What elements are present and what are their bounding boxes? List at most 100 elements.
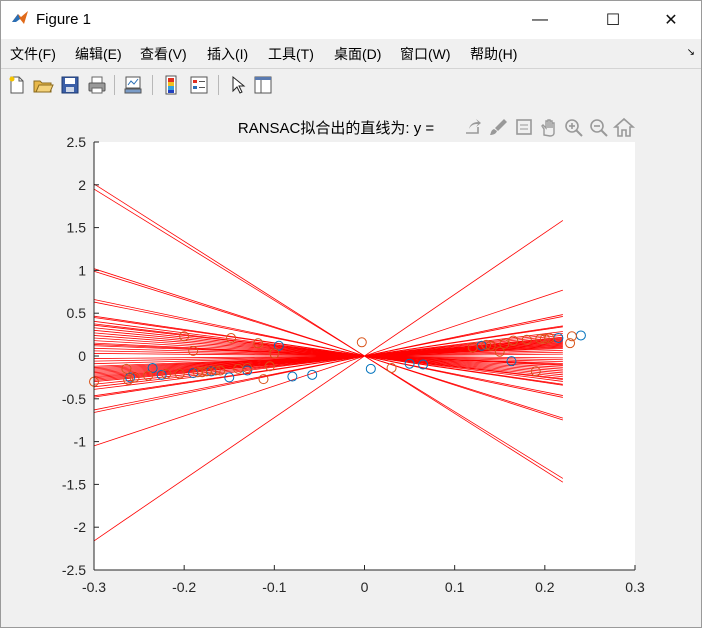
point-orange [494, 346, 505, 357]
y-tick-label: -2.5 [62, 562, 86, 578]
point-orange [539, 333, 550, 344]
y-tick-label: 0.5 [67, 305, 87, 321]
point-orange [544, 333, 555, 344]
x-tick-label: 0 [361, 579, 369, 595]
toolbar-separator [114, 75, 115, 95]
point-orange [226, 333, 237, 344]
fit-line [93, 353, 563, 359]
point-orange [566, 331, 577, 342]
point-orange [121, 363, 132, 374]
menu-view[interactable]: 查看(V) [140, 46, 187, 62]
maximize-button[interactable]: ☐ [590, 1, 636, 39]
point-orange [253, 338, 264, 349]
menu-tools[interactable]: 工具(T) [268, 46, 314, 62]
point-orange [123, 374, 134, 385]
data-tips-icon[interactable] [516, 119, 532, 135]
pan-icon[interactable] [541, 119, 555, 137]
minimize-icon: — [532, 11, 548, 28]
point-orange [143, 370, 154, 381]
fit-line [93, 299, 563, 398]
point-orange [481, 339, 492, 350]
menu-desktop[interactable]: 桌面(D) [334, 46, 382, 62]
fit-line [93, 188, 564, 479]
point-orange [499, 339, 510, 350]
point-orange [179, 331, 190, 342]
y-tick-label: 1 [78, 262, 86, 278]
point-blue [273, 340, 284, 351]
toolbar [1, 68, 701, 102]
data-points [89, 330, 586, 387]
axes-toolbar [466, 117, 636, 137]
minimize-button[interactable]: — [517, 1, 563, 39]
x-tick-label: 0.3 [625, 579, 645, 595]
fit-line [93, 270, 563, 419]
fit-line [93, 220, 564, 542]
point-orange [188, 345, 199, 356]
x-tick-label: -0.1 [262, 579, 286, 595]
point-orange [565, 338, 576, 349]
point-orange [258, 374, 269, 385]
point-orange [356, 337, 367, 348]
point-blue [147, 362, 158, 373]
insert-legend-icon[interactable] [188, 74, 210, 96]
x-tick-label: 0.1 [445, 579, 465, 595]
y-tick-label: -1 [74, 434, 87, 450]
point-orange [386, 362, 397, 373]
property-inspector-icon[interactable] [252, 74, 274, 96]
y-tick-label: -2 [74, 519, 87, 535]
new-figure-icon[interactable] [6, 74, 28, 96]
title-bar[interactable]: Figure 1 — ☐ ✕ [1, 1, 701, 39]
fit-line [93, 183, 564, 483]
point-orange [467, 342, 478, 353]
x-tick-label: -0.3 [82, 579, 106, 595]
menu-file[interactable]: 文件(F) [10, 46, 56, 62]
y-tick-label: -1.5 [62, 476, 86, 492]
close-button[interactable]: ✕ [648, 1, 694, 39]
point-orange [485, 340, 496, 351]
chart[interactable]: -0.3 -0.2 -0.1 0 0.1 0.2 0.3 -2.5 -2 -1.5 -1 -0.5 0 0… [1, 101, 701, 627]
y-tick-label: 2 [78, 177, 86, 193]
zoom-out-icon[interactable] [590, 119, 608, 137]
toolbar-separator [152, 75, 153, 95]
menu-insert[interactable]: 插入(I) [207, 46, 249, 62]
point-blue [156, 369, 167, 380]
y-tick-label: 1.5 [67, 220, 87, 236]
figure-canvas: -0.3 -0.2 -0.1 0 0.1 0.2 0.3 -2.5 -2 -1.5 -1 -0.5 0 0… [1, 101, 701, 627]
fit-line [93, 345, 563, 364]
point-orange [508, 335, 519, 346]
save-icon[interactable] [59, 74, 81, 96]
fit-line [93, 353, 563, 359]
menu-edit[interactable]: 编辑(E) [75, 46, 122, 62]
close-icon: ✕ [664, 12, 678, 29]
open-file-icon[interactable] [32, 74, 54, 96]
y-tick-label: -0.5 [62, 391, 86, 407]
dock-arrow-icon[interactable]: ↘ [686, 47, 695, 58]
point-blue [125, 372, 136, 383]
brush-icon[interactable] [490, 119, 507, 135]
toolbar-separator [218, 75, 219, 95]
point-orange [215, 365, 226, 376]
home-icon[interactable] [612, 117, 636, 137]
zoom-in-icon[interactable] [565, 119, 583, 137]
point-blue [307, 369, 318, 380]
y-tick-label: 0 [78, 348, 86, 364]
matlab-icon [12, 11, 28, 24]
chart-title: RANSAC拟合出的直线为: y = [238, 120, 435, 137]
point-blue [224, 372, 235, 383]
link-plot-icon[interactable] [122, 74, 144, 96]
menu-help[interactable]: 帮助(H) [470, 46, 518, 62]
insert-colorbar-icon[interactable] [160, 74, 182, 96]
point-blue [365, 363, 376, 374]
export-icon[interactable] [466, 119, 481, 134]
point-orange [269, 348, 280, 359]
print-icon[interactable] [86, 74, 108, 96]
x-tick-label: 0.2 [535, 579, 555, 595]
menu-window[interactable]: 窗口(W) [400, 46, 451, 62]
fit-line [93, 323, 563, 380]
fit-line [93, 317, 563, 385]
point-blue [404, 358, 415, 369]
select-pointer-icon[interactable] [226, 74, 248, 96]
point-orange [242, 362, 253, 373]
maximize-icon: ☐ [605, 12, 621, 29]
point-orange [174, 368, 185, 379]
